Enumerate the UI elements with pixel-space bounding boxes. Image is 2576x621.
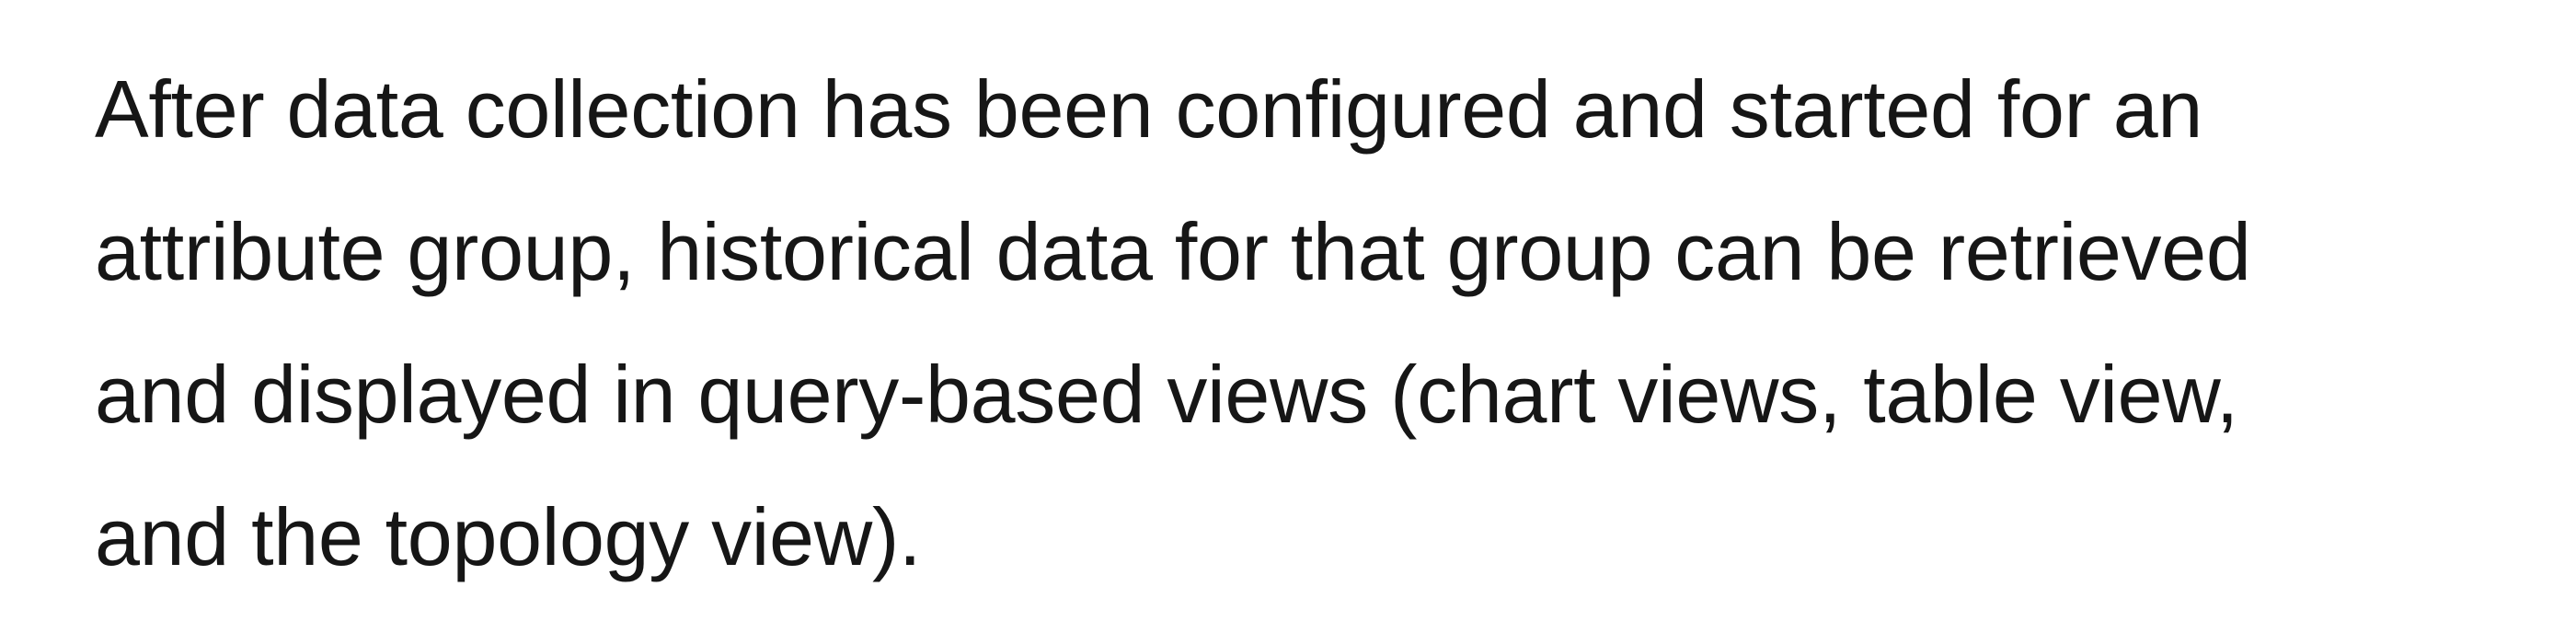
body-paragraph: After data collection has been configure… — [95, 38, 2533, 608]
paragraph-line-4: and the topology view). — [95, 491, 922, 582]
paragraph-line-2: attribute group, historical data for tha… — [95, 206, 2251, 297]
paragraph-line-3: and displayed in query-based views (char… — [95, 349, 2238, 440]
paragraph-line-1: After data collection has been configure… — [95, 63, 2203, 155]
